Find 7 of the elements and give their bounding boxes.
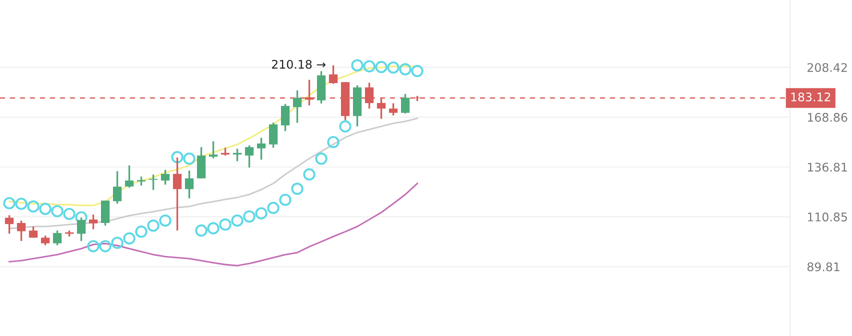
y-tick-label: 110.85	[808, 212, 847, 222]
y-tick-label: 168.86	[808, 112, 848, 122]
annotation: 210.18 →	[272, 60, 326, 69]
ref-line-label: 183.12	[791, 92, 830, 102]
y-tick-label: 208.42	[808, 63, 847, 72]
y-tick-label: 136.81	[808, 162, 847, 172]
y-tick-label: 89.81	[807, 262, 840, 272]
